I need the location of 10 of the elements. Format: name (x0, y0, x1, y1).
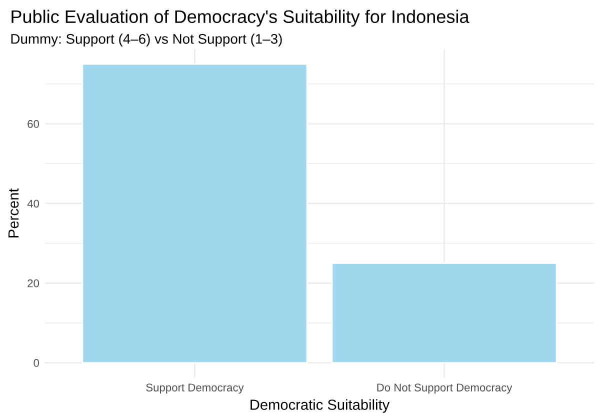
chart-subtitle: Dummy: Support (4–6) vs Not Support (1–3) (11, 34, 282, 47)
y-tick-label: 40 (27, 200, 40, 208)
y-tick-label: 20 (28, 279, 40, 288)
x-tick-label: Do Not Support Democracy (377, 384, 512, 394)
y-tick-label: 60 (28, 120, 40, 128)
y-tick-label: 0 (34, 359, 40, 367)
x-axis-title: Democratic Suitability (250, 399, 390, 413)
y-axis-title: Percent (8, 188, 19, 238)
chart-title: Public Evaluation of Democracy's Suitability for Indonesia (12, 10, 470, 27)
x-tick-label: Support Democracy (146, 384, 244, 394)
